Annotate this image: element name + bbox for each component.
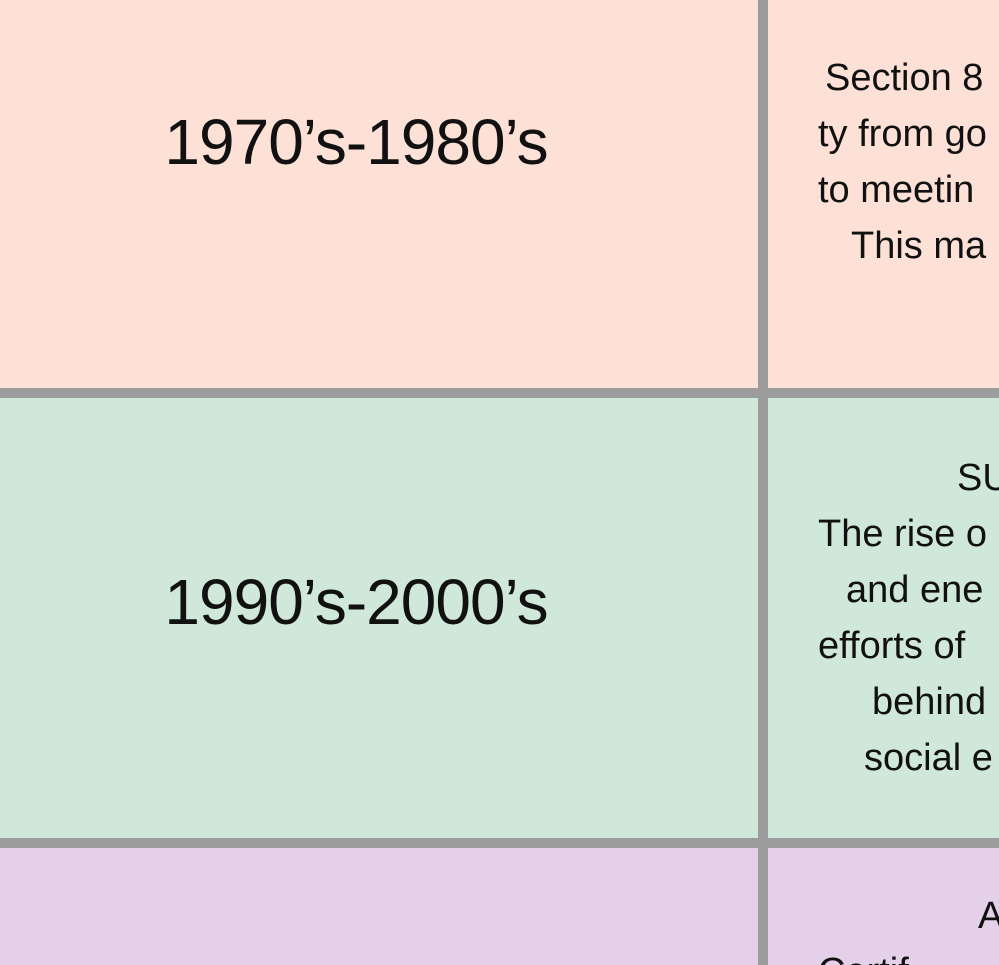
description-line: efforts of [818,625,966,667]
description-cell: SU The rise o and ene efforts of behind … [768,450,999,786]
table-row [0,0,999,388]
row-divider [0,388,999,398]
table-row [0,398,999,838]
description-cell: Section 8 ty from go to meetin This ma [768,50,999,274]
description-line: and ene [846,569,984,611]
column-divider [758,0,768,965]
description-line: Certif [768,944,999,965]
description-line: ty from go [818,113,987,155]
era-label: 1970’s-1980’s [164,106,548,178]
description-line: This ma [851,225,987,267]
description-cell: A Certif [768,888,999,965]
table-row [0,848,999,965]
description-line: behind [872,681,987,723]
era-label: 1990’s-2000’s [164,566,548,638]
description-line: to meetin [818,169,975,211]
description-line: SU [957,457,999,499]
description-line: A [978,895,999,937]
description-line: The rise o [818,513,987,555]
description-line: Section 8 [825,57,984,99]
description-line: social e [864,737,993,779]
row-divider [0,838,999,848]
